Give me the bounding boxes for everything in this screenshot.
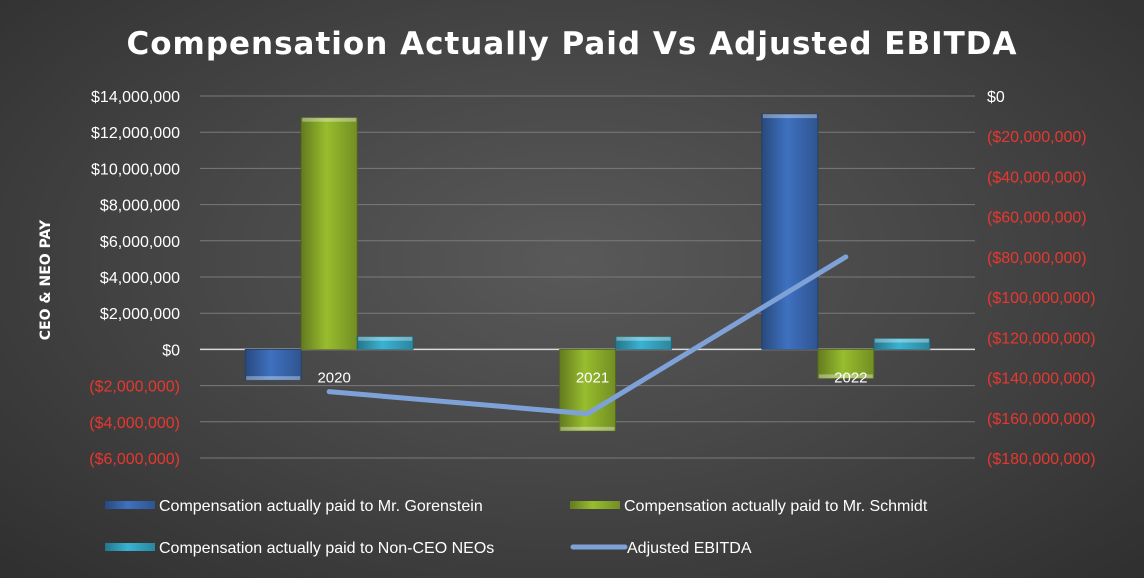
bar-bevel (616, 336, 671, 341)
legend-label: Compensation actually paid to Non-CEO NE… (159, 540, 494, 557)
bar (761, 113, 819, 350)
category-label: 2020 (317, 369, 350, 386)
left-tick-label: $10,000,000 (91, 161, 180, 178)
left-tick-label: ($2,000,000) (89, 379, 180, 396)
left-tick-label: ($4,000,000) (89, 415, 180, 432)
right-axis: $0 ($20,000,000) ($40,000,000) ($60,000,000… (987, 89, 1096, 468)
legend-label: Adjusted EBITDA (627, 540, 752, 557)
left-tick-label: $2,000,000 (100, 306, 180, 323)
legend-swatch (105, 543, 155, 551)
right-tick-label: ($20,000,000) (987, 129, 1087, 146)
bar-bevel (302, 117, 357, 122)
left-tick-label: $14,000,000 (91, 89, 180, 106)
right-tick-label: ($40,000,000) (987, 169, 1087, 186)
y-axis-label: CEO & NEO PAY (38, 219, 54, 340)
legend-item[interactable]: Compensation actually paid to Mr. Gorens… (105, 498, 483, 515)
legend-item[interactable]: Compensation actually paid to Mr. Schmid… (570, 498, 928, 515)
legend-item[interactable]: Compensation actually paid to Non-CEO NE… (105, 540, 494, 557)
left-tick-label: $0 (162, 342, 180, 359)
left-tick-label: $4,000,000 (100, 270, 180, 287)
bar-bevel (874, 338, 929, 343)
legend-item[interactable]: Adjusted EBITDA (570, 540, 752, 557)
bar (615, 336, 672, 350)
bar-bevel (762, 114, 817, 119)
right-tick-label: ($180,000,000) (987, 451, 1096, 468)
bar (356, 336, 414, 350)
right-tick-label: ($140,000,000) (987, 371, 1096, 388)
bar-bevel (246, 376, 301, 381)
bar (873, 338, 931, 350)
bar (817, 348, 875, 379)
left-axis: $14,000,000 $12,000,000 $10,000,000 $8,000,… (89, 89, 180, 468)
legend[interactable]: Compensation actually paid to Mr. Gorens… (105, 498, 928, 557)
line-layer (326, 254, 849, 417)
legend-label: Compensation actually paid to Mr. Schmid… (624, 498, 928, 515)
bars-layer (244, 113, 931, 432)
category-labels: 2020 2021 2022 (317, 369, 867, 386)
left-tick-label: ($6,000,000) (89, 451, 180, 468)
left-tick-label: $12,000,000 (91, 125, 180, 142)
chart-title: Compensation Actually Paid Vs Adjusted E… (126, 26, 1017, 62)
legend-label: Compensation actually paid to Mr. Gorens… (159, 498, 483, 515)
right-tick-label: $0 (987, 89, 1005, 106)
left-tick-label: $8,000,000 (100, 198, 180, 215)
category-label: 2021 (576, 369, 609, 386)
bar (300, 117, 358, 350)
category-label: 2022 (834, 369, 867, 386)
right-tick-label: ($120,000,000) (987, 330, 1096, 347)
legend-swatch (105, 501, 155, 509)
bar-bevel (358, 336, 413, 341)
right-tick-label: ($100,000,000) (987, 290, 1096, 307)
bar-bevel (818, 374, 873, 379)
bar (559, 348, 616, 432)
legend-swatch (570, 501, 620, 509)
right-tick-label: ($160,000,000) (987, 411, 1096, 428)
bar-bevel (560, 426, 615, 431)
right-tick-label: ($60,000,000) (987, 210, 1087, 227)
right-tick-label: ($80,000,000) (987, 250, 1087, 267)
bar (244, 348, 302, 381)
left-tick-label: $6,000,000 (100, 234, 180, 251)
